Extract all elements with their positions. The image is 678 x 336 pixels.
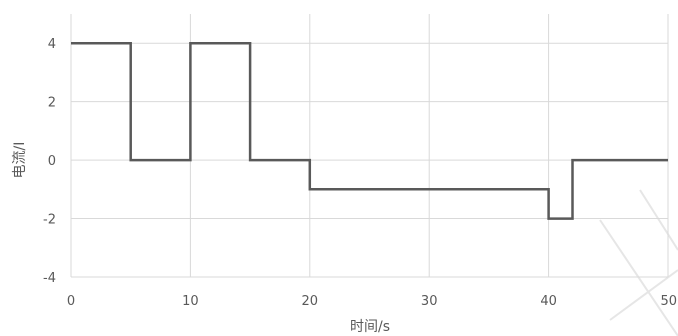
y-tick-label: 4: [48, 37, 56, 52]
x-tick-label: 0: [67, 294, 75, 309]
x-tick-label: 40: [540, 294, 557, 309]
x-axis-ticks: 0 10 20 30 40 50: [67, 294, 677, 309]
y-tick-label: 0: [48, 154, 56, 169]
x-tick-label: 20: [302, 294, 319, 309]
y-axis-title: 电流/I: [12, 142, 28, 179]
grid: [70, 14, 669, 278]
x-axis-title: 时间/s: [350, 319, 390, 335]
y-axis-ticks: -4 -2 0 2 4: [43, 37, 56, 286]
y-tick-label: -4: [43, 271, 56, 286]
watermark-graphic: [599, 189, 678, 336]
x-tick-label: 50: [660, 294, 677, 309]
y-tick-label: 2: [48, 96, 56, 111]
series-line-0: [71, 41, 668, 220]
x-tick-label: 10: [182, 294, 199, 309]
x-tick-label: 30: [421, 294, 438, 309]
y-tick-label: -2: [43, 213, 56, 228]
series-group: [71, 41, 668, 220]
